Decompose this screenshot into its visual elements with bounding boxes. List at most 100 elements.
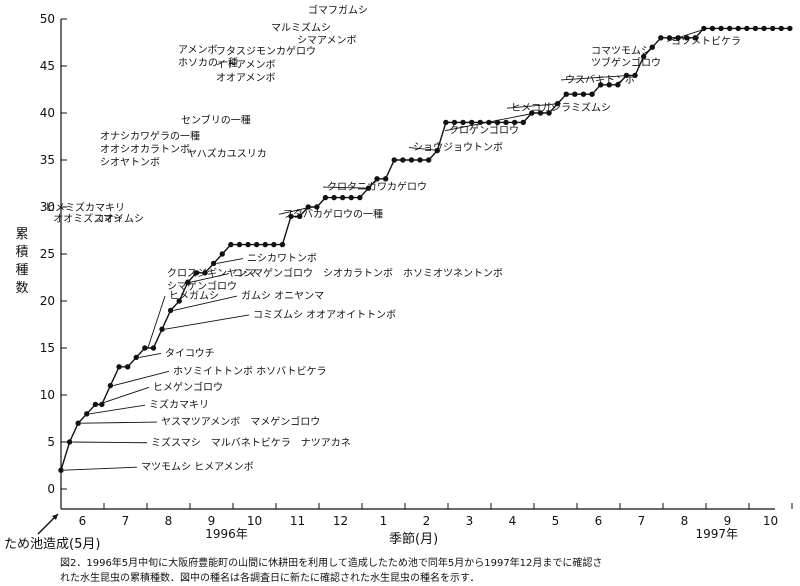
annotations: マツモムシ ヒメアメンボ ミズスマシ マルバネトビケラ ナツアカネ ヤスマツアメンボ… xyxy=(45,0,741,473)
year-label: 1997年 xyxy=(695,527,738,541)
caption-line-2: れた水生昆虫の累積種数．図中の種名は各調査日に新たに確認された水生昆虫の種名を示… xyxy=(60,573,480,584)
y-tick-label: 20 xyxy=(40,294,55,308)
data-point xyxy=(675,35,681,41)
data-point xyxy=(658,35,664,41)
species-annotation: ショウジョウトンボ xyxy=(413,142,503,154)
data-point xyxy=(443,119,449,126)
data-point xyxy=(159,326,165,332)
data-point xyxy=(537,110,544,116)
x-tick-label: 1 xyxy=(380,514,388,528)
species-annotation: センブリの一種 xyxy=(181,113,251,126)
data-point xyxy=(529,110,535,116)
data-point xyxy=(219,251,225,257)
data-point xyxy=(520,119,526,126)
data-point xyxy=(718,25,724,32)
y-axis-label-char: 種 xyxy=(15,262,28,278)
annotation-pointer xyxy=(81,421,158,424)
species-annotation: クロズマメゲンゴロウ xyxy=(328,0,428,1)
data-point xyxy=(769,25,776,32)
species-annotation: コオイムシ xyxy=(94,213,144,225)
data-point xyxy=(632,72,638,79)
annotation-pointer xyxy=(89,404,146,415)
data-point xyxy=(408,157,415,163)
data-point xyxy=(185,279,191,285)
x-tick-label: 8 xyxy=(165,514,173,528)
y-tick-label: 15 xyxy=(40,341,55,355)
origin-arrow-head xyxy=(52,514,58,520)
data-point xyxy=(228,241,234,248)
data-point xyxy=(245,241,251,248)
species-annotation: コミズムシ オオアオイトトンボ xyxy=(253,308,396,321)
x-tick-label: 5 xyxy=(552,514,560,528)
data-point xyxy=(701,25,707,32)
species-annotation: ホソミイトトンボ ホソバトビケラ xyxy=(173,365,326,377)
annotation-pointer xyxy=(506,103,561,109)
species-annotation: ヒメコガシラミズムシ xyxy=(511,101,611,114)
x-tick-label: 10 xyxy=(763,514,778,528)
data-point xyxy=(374,176,380,182)
origin-label: ため池造成(5月) xyxy=(4,537,100,552)
data-point xyxy=(176,298,182,304)
species-annotation: シマアメンボ xyxy=(297,34,357,46)
series xyxy=(58,25,793,473)
data-point xyxy=(503,119,509,126)
annotation-pointer xyxy=(113,370,170,387)
y-tick-label: 25 xyxy=(40,247,55,261)
species-annotation: アメンボ xyxy=(178,44,218,56)
species-annotation: ツブゲンゴロウ xyxy=(591,56,661,69)
y-tick-label: 5 xyxy=(47,435,55,449)
data-point xyxy=(202,270,208,276)
x-tick-label: 2 xyxy=(423,514,431,528)
data-point xyxy=(511,119,518,126)
data-point xyxy=(322,194,329,201)
data-point xyxy=(460,119,466,126)
data-point xyxy=(580,91,587,97)
data-point xyxy=(615,82,621,88)
species-annotation: クロスジギンヤンマ xyxy=(167,268,257,280)
species-annotation: シマゲンゴロウ xyxy=(167,280,237,293)
species-annotation: ヤスマツアメンボ マメゲンゴロウ xyxy=(161,415,320,428)
y-tick-label: 45 xyxy=(40,59,55,73)
data-point xyxy=(434,147,440,154)
annotation-pointer xyxy=(322,186,372,189)
data-point xyxy=(253,241,260,248)
y-tick-label: 10 xyxy=(40,388,55,402)
species-annotation: ヒメミズカマキリ xyxy=(45,201,125,214)
x-tick-label: 3 xyxy=(466,514,474,528)
data-point xyxy=(314,204,320,210)
data-point xyxy=(262,241,268,248)
data-point xyxy=(623,72,630,79)
species-annotation: イトアメンボ xyxy=(216,59,276,71)
data-point xyxy=(150,345,157,351)
data-point xyxy=(339,194,346,201)
species-annotation: フタバカゲロウの一種 xyxy=(283,207,383,220)
data-point xyxy=(92,401,99,408)
data-point xyxy=(752,25,759,32)
data-point xyxy=(589,91,595,97)
data-point xyxy=(546,110,552,116)
data-point xyxy=(296,213,303,220)
data-point xyxy=(400,157,406,163)
annotation-pointer xyxy=(190,273,230,283)
species-annotation: ガムシ オニヤンマ xyxy=(241,290,324,302)
species-annotation: クロゲンゴロウ xyxy=(449,124,519,137)
data-point xyxy=(116,364,122,370)
data-point xyxy=(494,119,501,126)
y-tick-label: 40 xyxy=(40,106,55,120)
species-annotation: コマツモムシ xyxy=(591,45,651,57)
data-point xyxy=(84,411,90,417)
species-annotation: オオシオカラトンボ xyxy=(100,143,190,155)
data-point xyxy=(477,119,483,126)
data-point xyxy=(365,185,372,191)
annotation-pointer xyxy=(63,466,138,471)
y-tick-label: 35 xyxy=(40,153,55,167)
x-tick-label: 9 xyxy=(724,514,732,528)
x-tick-label: 6 xyxy=(595,514,603,528)
data-point xyxy=(357,194,363,201)
species-annotation: ヒメガムシ xyxy=(169,290,219,302)
data-point xyxy=(124,364,131,370)
data-point xyxy=(666,35,673,41)
data-point xyxy=(99,401,105,408)
data-point xyxy=(58,467,64,473)
